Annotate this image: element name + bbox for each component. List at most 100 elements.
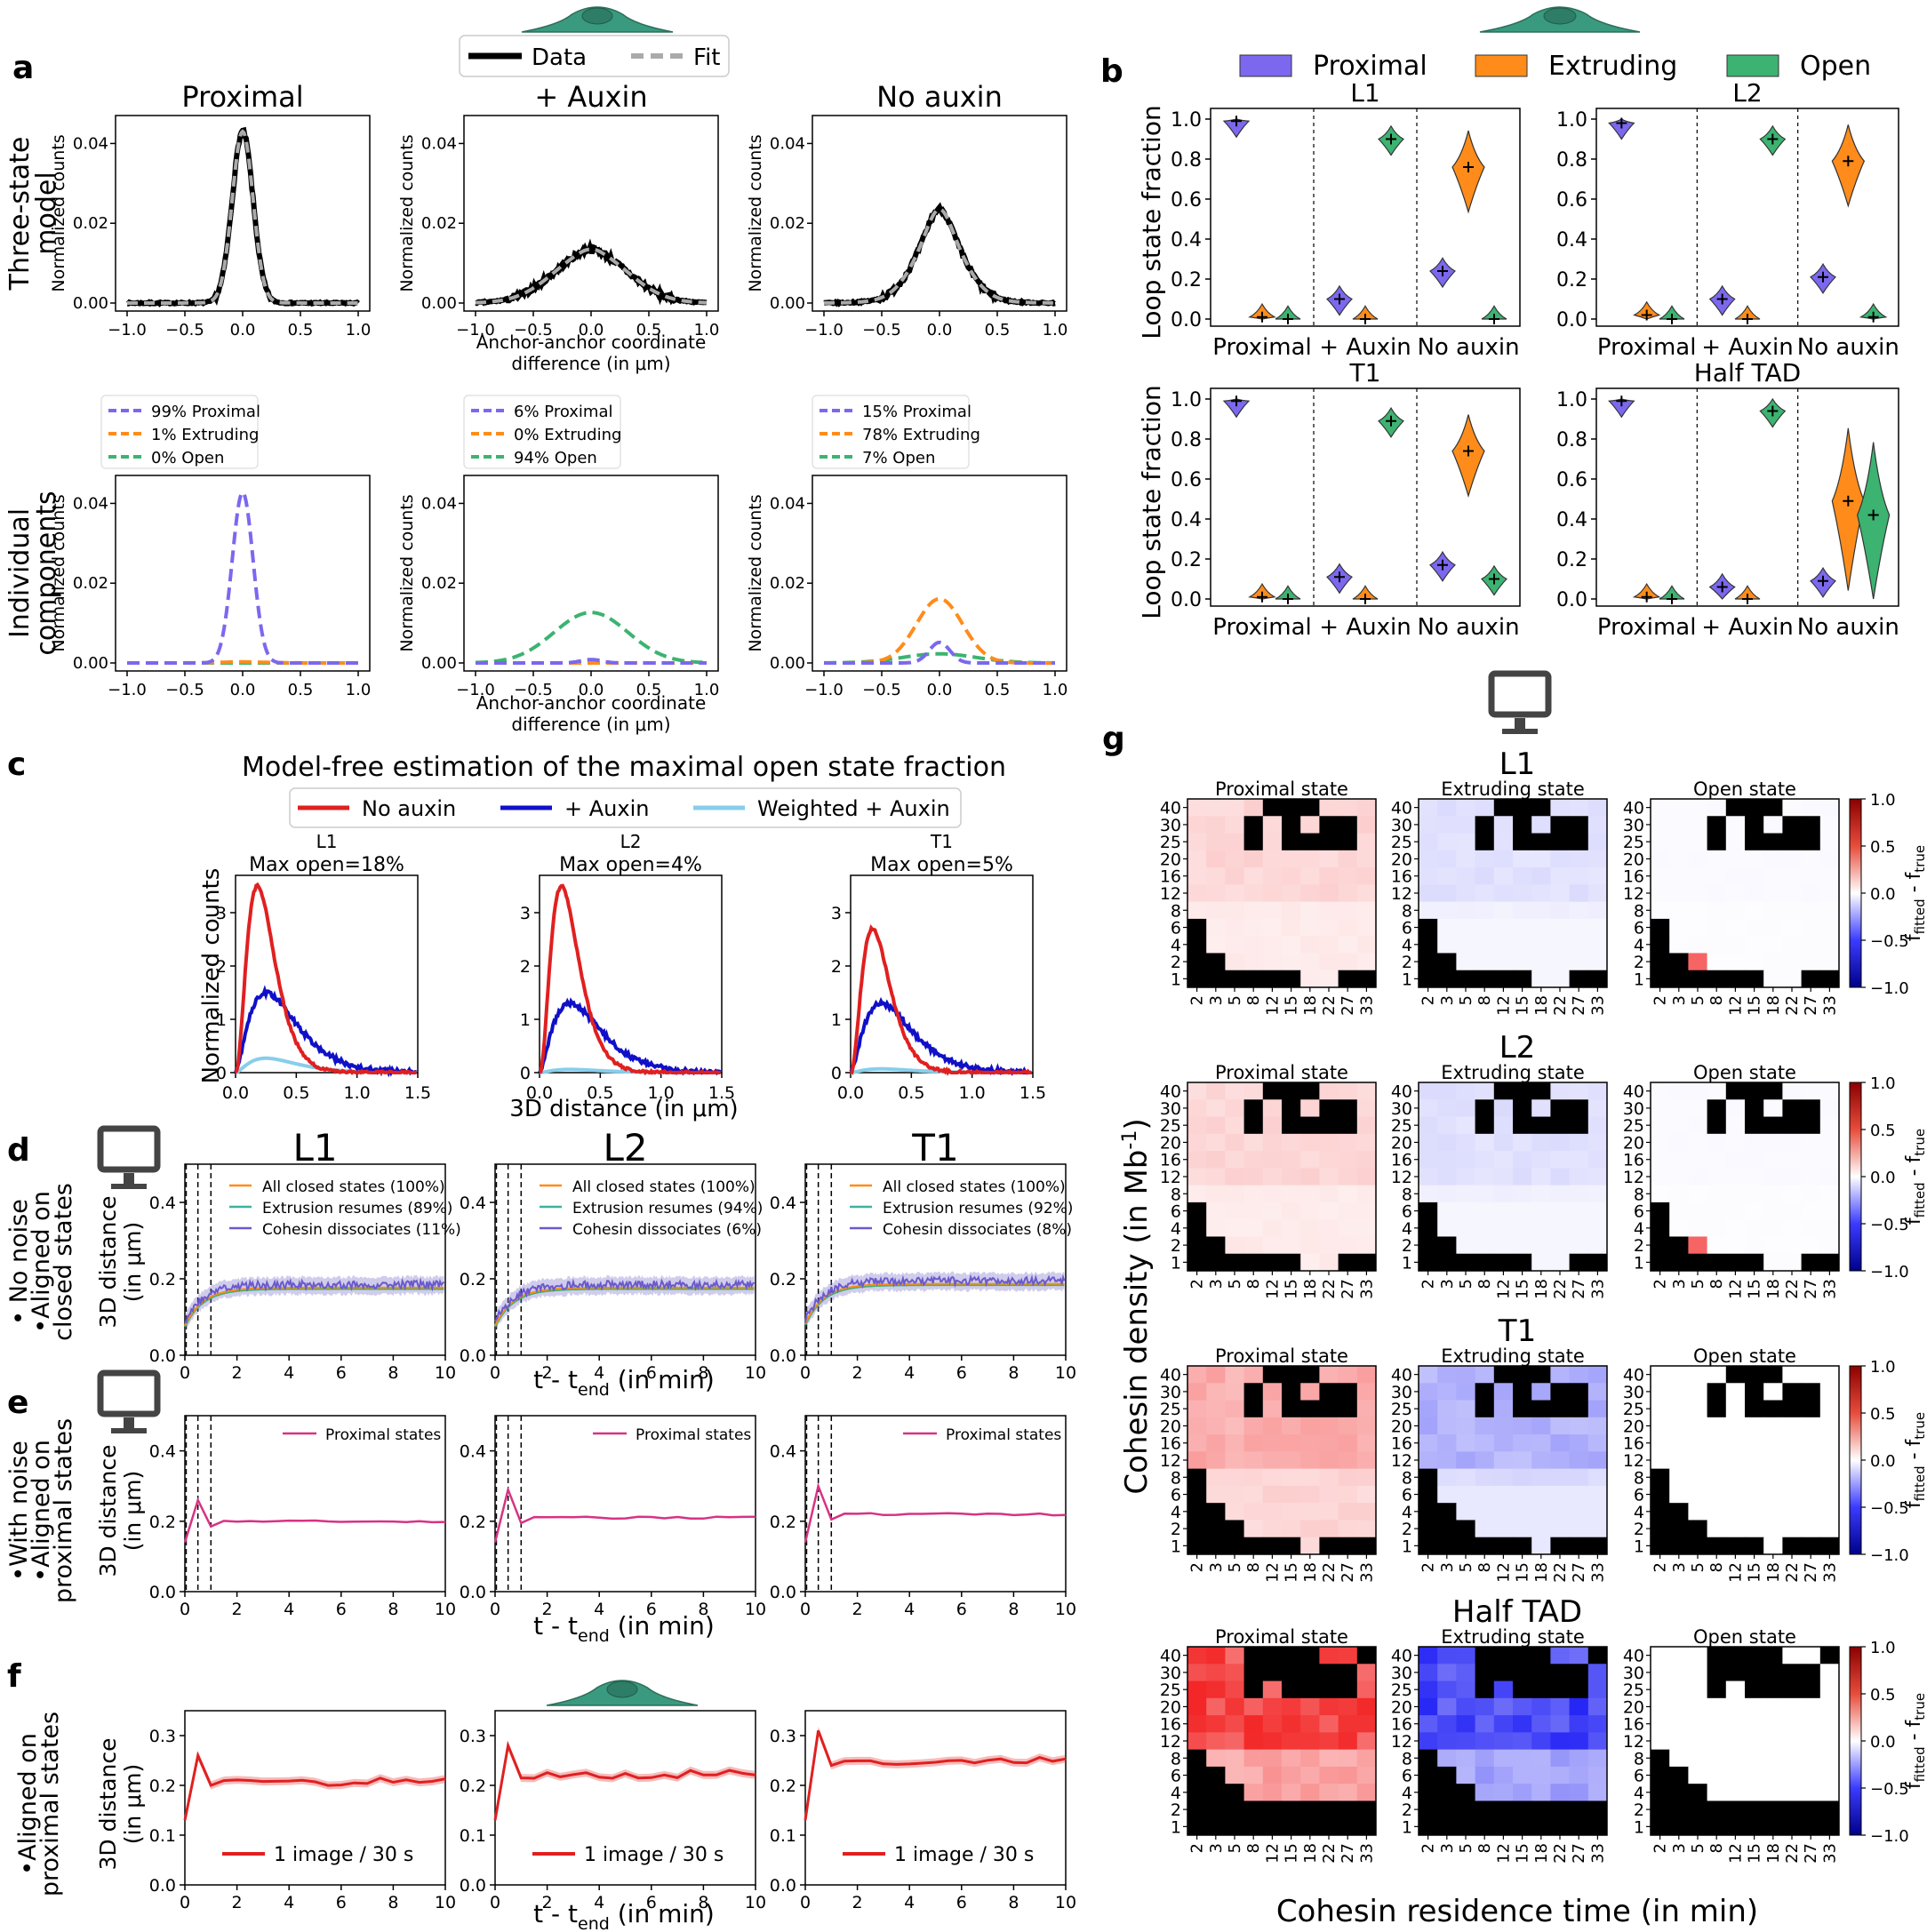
xtick-label: 10 [435, 1893, 456, 1912]
heatmap-cell [1475, 1202, 1495, 1220]
heatmap-cell [1763, 1417, 1783, 1435]
heatmap-cell [1493, 850, 1514, 868]
heatmap-cell [1763, 850, 1783, 868]
xtick-label: 22 [1551, 1843, 1570, 1864]
ylabel-normalized-counts: Normalized counts [397, 134, 417, 291]
heatmap-cell [1475, 1434, 1495, 1452]
heatmap-cell [1745, 1503, 1764, 1521]
heatmap-cell [1651, 1202, 1670, 1220]
heatmap-cell [1419, 1749, 1438, 1768]
heatmap-cell [1419, 1647, 1438, 1665]
violin-e [1831, 427, 1865, 591]
component-line-proximal [127, 490, 358, 665]
heatmap-cell [1688, 1366, 1707, 1384]
ylabel-e-2: (in μm) [120, 1471, 146, 1552]
heatmap-cell [1338, 1434, 1358, 1452]
noaux-line [538, 883, 721, 1076]
heatmap-cell [1707, 1784, 1727, 1801]
heatmap-cell [1669, 1082, 1689, 1100]
heatmap-cell [1419, 1537, 1438, 1555]
xtick-label: 4 [594, 1600, 604, 1619]
heatmap-cell [1300, 1400, 1320, 1418]
heatmap-cell [1569, 1485, 1589, 1504]
group-label: Proximal [1597, 614, 1697, 641]
heatmap-cell [1282, 1766, 1301, 1784]
heatmap-cell [1531, 816, 1551, 834]
heatmap-cell [1587, 884, 1608, 903]
heatmap-cell [1513, 1185, 1532, 1203]
heatmap-cell [1282, 1099, 1301, 1117]
fit-line [824, 207, 1055, 305]
xtick-label: 5 [1226, 1562, 1244, 1572]
heatmap-cell [1456, 799, 1475, 817]
ytick-label: 40 [1623, 1366, 1644, 1385]
cbar-label: ffitted - ftrue [1903, 1693, 1927, 1789]
heatmap-col-title: Extruding state [1441, 1062, 1585, 1083]
heatmap-cell [1262, 1400, 1283, 1418]
ylabel-loop-state-2: Loop state fraction [1137, 385, 1166, 619]
monitor-screen [97, 1125, 161, 1173]
ytick-label: 6 [1171, 1202, 1181, 1222]
ytick-label: 3 [831, 904, 842, 923]
xtick-label: 33 [1588, 1843, 1607, 1864]
heatmap-cell [1437, 1434, 1457, 1452]
heatmap-cell [1356, 1503, 1377, 1521]
plot-frame-a [463, 475, 719, 672]
heatmap-cell [1569, 1520, 1589, 1538]
heatmap-cell [1725, 1468, 1746, 1487]
heatmap-cell [1531, 1082, 1551, 1100]
heatmap-cell [1493, 1520, 1514, 1538]
heatmap-cell [1707, 1236, 1727, 1255]
heatmap-cell [1419, 1664, 1438, 1681]
heatmap-cell [1782, 1219, 1802, 1237]
heatmap-cell [1419, 867, 1438, 885]
heatmap-cell [1801, 1202, 1821, 1220]
heatmap-cell [1243, 1434, 1264, 1452]
heatmap-cell [1300, 1202, 1320, 1220]
ytick-label: 0.00 [421, 294, 457, 313]
heatmap-cell [1782, 918, 1802, 937]
heatmap-cell [1187, 1434, 1207, 1452]
heatmap-cell [1206, 1434, 1226, 1452]
heatmap-cell [1475, 1715, 1495, 1733]
heatmap-cell [1187, 1116, 1207, 1135]
heatmap-cell [1531, 1503, 1551, 1521]
heatmap-cell [1569, 1133, 1589, 1152]
xtick-label: 8 [1475, 1843, 1494, 1853]
cbar-sub-true: true [1912, 1693, 1927, 1720]
legend-component-label: 1% Extruding [151, 426, 259, 444]
heatmap-cell [1569, 799, 1589, 817]
cbar-tick-label: 1.0 [1870, 1074, 1896, 1093]
heatmap-cell [1651, 1099, 1670, 1117]
heatmap-cell [1569, 867, 1589, 885]
heatmap-cell [1225, 1202, 1244, 1220]
heatmap-cell [1569, 936, 1589, 954]
ytick-label: 1 [1634, 1817, 1644, 1837]
heatmap-cell [1475, 1766, 1495, 1784]
heatmap-cell [1262, 1133, 1283, 1152]
heatmap-cell [1225, 1236, 1244, 1255]
heatmap-cell [1243, 970, 1264, 988]
ytick-label: 20 [1623, 1697, 1644, 1717]
heatmap-cell [1569, 1116, 1589, 1135]
heatmap-cell [1513, 1817, 1532, 1836]
xtick-label: 0.0 [579, 321, 604, 339]
heatmap-cell [1225, 850, 1244, 868]
heatmap-cell [1282, 901, 1301, 920]
ytick-label: 0.04 [770, 494, 805, 513]
xtick-label: 2 [1651, 1843, 1670, 1853]
heatmap-cell [1763, 1133, 1783, 1152]
ytick-label: 30 [1623, 816, 1644, 835]
heatmap-cell [1338, 1647, 1358, 1665]
cell-icon-b [1479, 6, 1641, 33]
heatmap-cell [1688, 1151, 1707, 1169]
heatmap-cell [1262, 1664, 1283, 1681]
heatmap-cell [1319, 1647, 1339, 1665]
heatmap-cell [1587, 1520, 1608, 1538]
heatmap-cell [1282, 1468, 1301, 1487]
ytick-label: 1 [1171, 1253, 1181, 1273]
heatmap-cell [1262, 1099, 1283, 1117]
heatmap-cell [1437, 901, 1457, 920]
heatmap-cell [1745, 1766, 1764, 1784]
heatmap-cell [1763, 1664, 1783, 1681]
